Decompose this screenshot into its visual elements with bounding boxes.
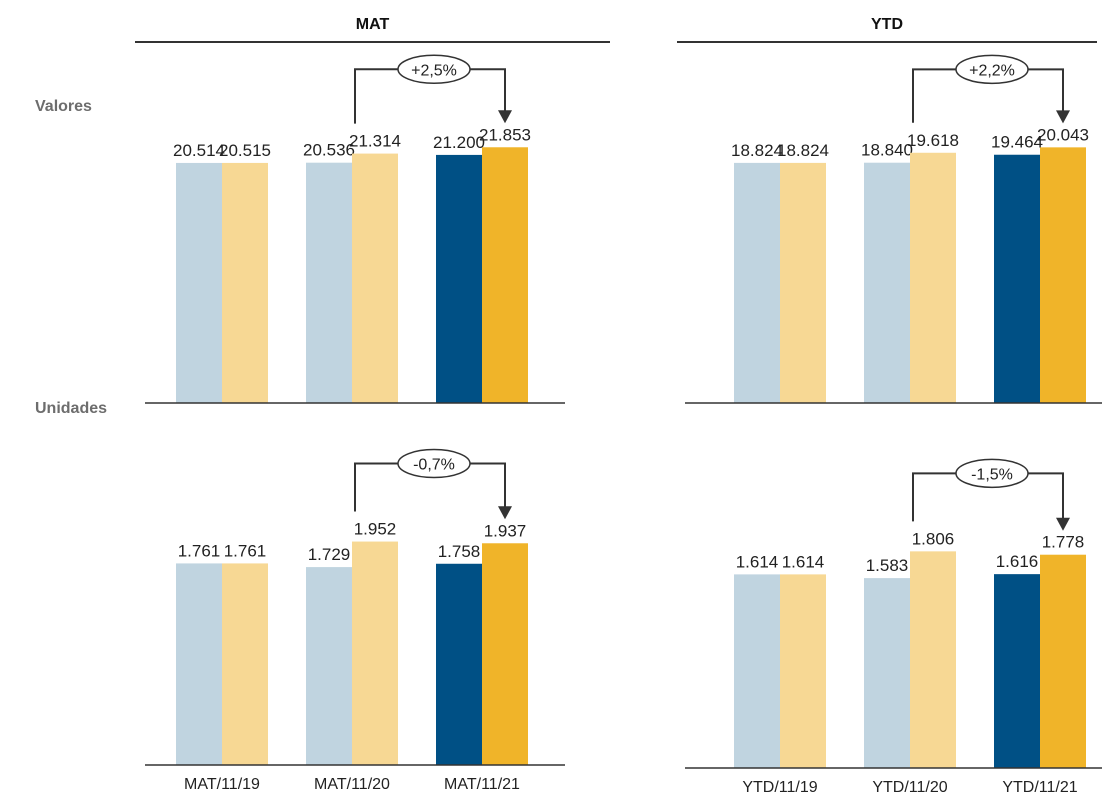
mat-unidades-change-arrowhead — [498, 506, 512, 520]
ytd-unidades-change-badge — [955, 458, 1029, 489]
ytd-unidades-data-label: 1.616 — [996, 552, 1039, 571]
mat-unidades-category-label: MAT/11/21 — [444, 776, 520, 793]
mat-unidades-bar — [482, 543, 528, 765]
mat-valores-bar — [176, 162, 222, 403]
ytd-valores-data-label: 18.824 — [731, 141, 783, 160]
mat-unidades-data-label: 1.937 — [484, 521, 527, 540]
mat-unidades-change-badge — [397, 448, 471, 479]
mat-valores-data-label: 20.536 — [303, 141, 355, 160]
ytd-unidades-data-label: 1.583 — [866, 556, 909, 575]
ytd-unidades-bar — [864, 578, 910, 768]
mat-valores-data-label: 21.314 — [349, 132, 401, 151]
ytd-title-rule — [677, 41, 1097, 43]
mat-unidades-change-label: -0,7% — [413, 457, 455, 474]
ytd-valores-change-label: +2,2% — [969, 62, 1015, 79]
mat-unidades-bar — [176, 563, 222, 765]
ytd-unidades-bar — [780, 574, 826, 768]
ytd-valores-data-label: 19.618 — [907, 131, 959, 150]
ytd-unidades-category-label: YTD/11/20 — [872, 779, 947, 796]
row-label-unidades: Unidades — [35, 400, 108, 417]
mat-title-rule — [135, 41, 610, 43]
mat-unidades-category-label: MAT/11/19 — [184, 776, 260, 793]
mat-valores-data-label: 21.853 — [479, 125, 531, 144]
mat-unidades-bar — [436, 563, 482, 765]
mat-unidades-bar — [306, 567, 352, 765]
mat-unidades-data-label: 1.761 — [224, 541, 267, 560]
mat-valores-bar — [306, 162, 352, 403]
mat-valores-bar — [222, 162, 268, 403]
mat-valores-change-arrowhead — [498, 110, 512, 124]
ytd-unidades-data-label: 1.778 — [1042, 533, 1085, 552]
ytd-valores-data-label: 18.840 — [861, 141, 913, 160]
ytd-unidades-category-label: YTD/11/19 — [742, 779, 817, 796]
ytd-valores-change-badge — [955, 54, 1029, 85]
mat-unidades-bar — [352, 541, 398, 765]
ytd-valores-bar — [910, 152, 956, 403]
ytd-unidades-change-arrowhead — [1056, 517, 1070, 531]
ytd-valores-bar — [994, 154, 1040, 403]
mat-unidades-data-label: 1.952 — [354, 520, 397, 539]
mat-valores-bar — [482, 147, 528, 403]
ytd-unidades-bar — [994, 574, 1040, 768]
ytd-valores-change-arrowhead — [1056, 110, 1070, 124]
mat-valores-change-label: +2,5% — [411, 62, 457, 79]
mat-valores-bar — [436, 154, 482, 403]
ytd-unidades-bar — [910, 551, 956, 768]
mat-unidades-data-label: 1.729 — [308, 545, 351, 564]
ytd-unidades-data-label: 1.614 — [782, 552, 825, 571]
ytd-valores-bar — [864, 162, 910, 403]
row-label-valores: Valores — [35, 98, 92, 115]
ytd-unidades-bar — [734, 574, 780, 768]
ytd-valores-data-label: 19.464 — [991, 133, 1043, 152]
mat-column-title: MAT — [355, 16, 390, 33]
mat-valores-data-label: 20.514 — [173, 141, 225, 160]
ytd-valores-data-label: 18.824 — [777, 141, 829, 160]
mat-valores-change-badge — [397, 54, 471, 85]
ytd-valores-data-label: 20.043 — [1037, 125, 1089, 144]
mat-unidades-data-label: 1.758 — [438, 542, 481, 561]
ytd-valores-bar — [780, 162, 826, 403]
ytd-column-title: YTD — [871, 16, 903, 33]
ytd-unidades-data-label: 1.614 — [736, 552, 779, 571]
ytd-unidades-category-label: YTD/11/21 — [1002, 779, 1077, 796]
ytd-unidades-data-label: 1.806 — [912, 529, 955, 548]
mat-unidades-data-label: 1.761 — [178, 541, 221, 560]
ytd-unidades-change-label: -1,5% — [971, 466, 1013, 483]
mat-valores-data-label: 20.515 — [219, 141, 271, 160]
mat-valores-data-label: 21.200 — [433, 133, 485, 152]
ytd-valores-bar — [734, 162, 780, 403]
ytd-unidades-bar — [1040, 554, 1086, 768]
mat-valores-bar — [352, 153, 398, 403]
ytd-valores-bar — [1040, 147, 1086, 403]
mat-unidades-category-label: MAT/11/20 — [314, 776, 390, 793]
mat-unidades-bar — [222, 563, 268, 765]
